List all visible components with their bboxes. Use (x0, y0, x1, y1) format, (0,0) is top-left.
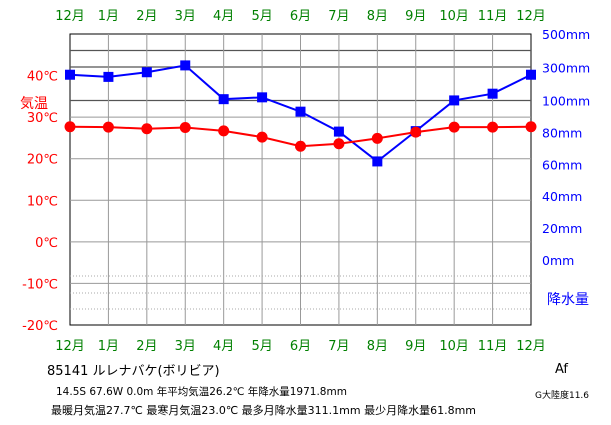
month-label-top: 4月 (213, 9, 234, 24)
precipitation-tick-label: 100mm (542, 94, 590, 109)
temperature-point (64, 121, 76, 133)
temperature-tick-label: 20℃ (27, 153, 58, 168)
month-label-bottom: 2月 (136, 339, 157, 354)
precipitation-tick-label: 0mm (542, 253, 574, 268)
month-label-bottom: 9月 (405, 339, 426, 354)
month-label-bottom: 11月 (478, 339, 508, 354)
temperature-point (179, 122, 191, 134)
month-label-bottom: 3月 (175, 339, 196, 354)
temperature-point (487, 121, 499, 133)
month-label-bottom: 12月 (516, 339, 546, 354)
temperature-tick-label: -10℃ (22, 277, 58, 292)
month-label-top: 1月 (98, 9, 119, 24)
month-label-top: 10月 (439, 9, 469, 24)
precipitation-tick-label: 300mm (542, 60, 590, 75)
precipitation-point (65, 69, 75, 80)
precipitation-point (257, 92, 268, 103)
precipitation-point (295, 106, 306, 117)
month-label-bottom: 1月 (98, 339, 119, 354)
temperature-tick-label: 0℃ (35, 236, 58, 251)
month-label-top: 3月 (175, 9, 196, 24)
temperature-point (256, 131, 268, 143)
month-label-top: 2月 (136, 9, 157, 24)
temperature-tick-label: -20℃ (22, 319, 58, 334)
month-label-top: 5月 (251, 9, 272, 24)
month-label-top: 11月 (478, 9, 508, 24)
temperature-tick-label: 40℃ (27, 70, 58, 85)
month-label-bottom: 8月 (367, 339, 388, 354)
precipitation-point (449, 95, 460, 106)
month-label-bottom: 12月 (55, 339, 85, 354)
month-label-top: 12月 (516, 9, 546, 24)
precipitation-point (180, 60, 191, 71)
month-label-top: 6月 (290, 9, 311, 24)
precipitation-axis-title: 降水量 (547, 292, 589, 308)
precipitation-point (372, 156, 383, 167)
temperature-point (218, 125, 230, 137)
temperature-point (102, 121, 114, 133)
precipitation-tick-label: 80mm (542, 125, 582, 140)
temperature-point (141, 123, 153, 135)
precipitation-tick-label: 20mm (542, 221, 582, 236)
month-label-bottom: 4月 (213, 339, 234, 354)
precipitation-point (333, 126, 344, 137)
precipitation-tick-label: 60mm (542, 157, 582, 172)
temperature-point (410, 126, 422, 138)
precipitation-point (218, 94, 229, 105)
month-label-top: 7月 (328, 9, 349, 24)
month-label-bottom: 10月 (439, 339, 469, 354)
precipitation-point (141, 67, 152, 78)
precipitation-tick-label: 40mm (542, 189, 582, 204)
month-label-top: 8月 (367, 9, 388, 24)
month-label-bottom: 5月 (251, 339, 272, 354)
precipitation-point (526, 69, 536, 80)
precipitation-tick-label: 500mm (542, 27, 590, 42)
temperature-point (295, 140, 306, 152)
temperature-point (333, 138, 345, 150)
temperature-axis-title: 気温 (20, 96, 48, 112)
month-label-top: 9月 (405, 9, 426, 24)
month-label-bottom: 6月 (290, 339, 311, 354)
temperature-point (448, 121, 460, 133)
month-label-top: 12月 (55, 9, 85, 24)
precipitation-point (103, 71, 114, 82)
precipitation-point (487, 88, 498, 99)
temperature-point (371, 132, 383, 144)
temperature-tick-label: 10℃ (27, 194, 58, 209)
temperature-tick-label: 30℃ (27, 111, 58, 126)
month-label-bottom: 7月 (328, 339, 349, 354)
temperature-point (525, 121, 537, 133)
